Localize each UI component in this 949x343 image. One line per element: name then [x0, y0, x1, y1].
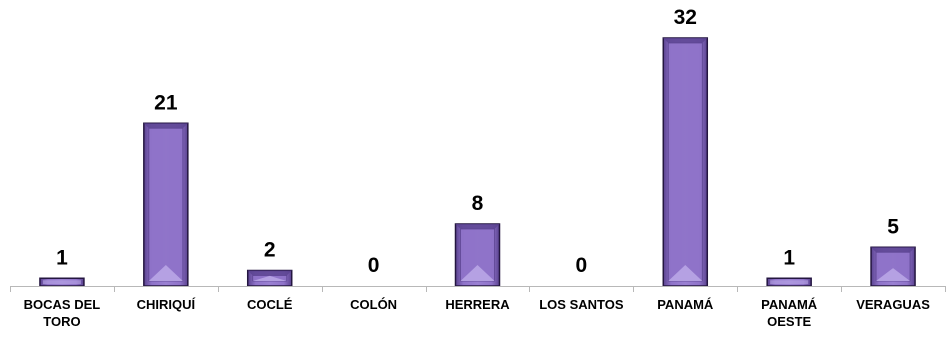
category-label: PANAMÁ OESTE [761, 297, 818, 329]
category-label: HERRERA [445, 297, 510, 312]
data-label: 5 [887, 215, 899, 238]
category-label: COCLÉ [247, 297, 293, 312]
data-label: 1 [56, 246, 68, 269]
bar [766, 277, 812, 287]
data-label: 21 [154, 91, 178, 114]
data-label: 1 [783, 246, 795, 269]
data-labels-layer: 1 21 2 0 8 0 32 1 5 [56, 6, 899, 277]
bar [39, 277, 85, 287]
bars-layer [39, 37, 916, 287]
x-ticks-layer [10, 286, 946, 292]
category-label: PANAMÁ [657, 297, 714, 312]
category-label: LOS SANTOS [539, 297, 624, 312]
bar [143, 122, 189, 287]
bar [454, 223, 501, 287]
data-label: 0 [368, 254, 380, 277]
bar [662, 37, 709, 287]
data-label: 32 [674, 6, 697, 29]
bar [870, 246, 916, 287]
category-label: BOCAS DEL TORO [24, 297, 101, 329]
data-label: 8 [472, 192, 484, 215]
category-label: COLÓN [350, 297, 397, 312]
category-label: CHIRIQUÍ [137, 297, 196, 312]
data-label: 2 [264, 239, 276, 262]
bar [246, 269, 293, 287]
data-label: 0 [576, 254, 588, 277]
category-label: VERAGUAS [856, 297, 930, 312]
category-labels-layer: BOCAS DEL TORO CHIRIQUÍ COCLÉ COLÓN HERRERA LO… [24, 297, 931, 329]
